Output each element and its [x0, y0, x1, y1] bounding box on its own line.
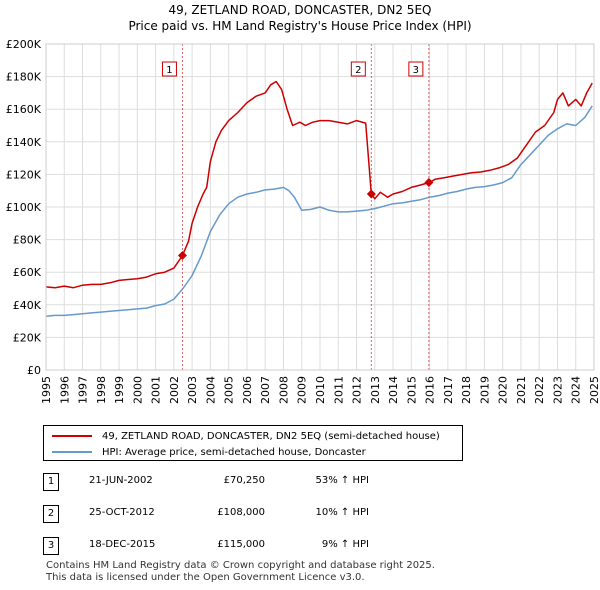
x-tick-labels: 1995 1996 1997 1998 1999 2000 2001 2002 2003 2004…	[40, 376, 600, 404]
sale-row: 3 18-DEC-2015 £115,000 9% ↑ HPI	[43, 537, 463, 557]
x-tick-label: 2018	[460, 376, 473, 404]
legend-swatch-property	[52, 435, 92, 437]
footer-line-2: This data is licensed under the Open Gov…	[46, 572, 365, 583]
sale-price: £70,250	[223, 475, 265, 486]
sale-number-badge: 1	[43, 473, 59, 491]
y-tick-label: £180K	[6, 71, 42, 84]
sale-number-badge: 2	[43, 505, 59, 523]
x-tick-label: 2021	[515, 376, 528, 404]
legend-item-property: 49, ZETLAND ROAD, DONCASTER, DN2 5EQ (se…	[52, 428, 440, 444]
x-tick-label: 2017	[442, 376, 455, 404]
sale-hpi-change: 53% ↑ HPI	[315, 475, 369, 486]
x-tick-label: 2002	[168, 376, 181, 404]
sale-hpi-change: 10% ↑ HPI	[315, 507, 369, 518]
y-tick-label: £160K	[6, 103, 42, 116]
sale-row: 1 21-JUN-2002 £70,250 53% ↑ HPI	[43, 473, 463, 493]
x-tick-label: 2003	[186, 376, 199, 404]
y-tick-label: £120K	[6, 168, 42, 181]
x-tick-label: 2025	[588, 376, 600, 404]
hpi-line	[45, 105, 593, 317]
x-tick-label: 2007	[259, 376, 272, 404]
chart-title: 49, ZETLAND ROAD, DONCASTER, DN2 5EQ	[169, 3, 432, 17]
plot-border	[45, 43, 595, 371]
footer-attribution: Contains HM Land Registry data © Crown c…	[46, 560, 435, 584]
x-tick-label: 2024	[570, 376, 583, 404]
sale-date: 18-DEC-2015	[89, 539, 156, 550]
sale-marker	[177, 250, 187, 260]
price-chart: 49, ZETLAND ROAD, DONCASTER, DN2 5EQ Pri…	[6, 3, 600, 404]
legend: 49, ZETLAND ROAD, DONCASTER, DN2 5EQ (se…	[43, 425, 463, 461]
x-tick-label: 2015	[405, 376, 418, 404]
footer-line-1: Contains HM Land Registry data © Crown c…	[46, 560, 435, 571]
y-tick-labels: £0 £20K £40K £60K £80K £100K £120K £140K £160K £1…	[6, 38, 42, 377]
x-tick-label: 2023	[551, 376, 564, 404]
sale-marker	[366, 189, 376, 199]
x-tick-label: 1997	[77, 376, 90, 404]
sale-price: £115,000	[217, 539, 265, 550]
sale-marker-label: 2	[355, 65, 361, 76]
x-tick-label: 2022	[533, 376, 546, 404]
property-line	[45, 80, 593, 289]
sale-hpi-change: 9% ↑ HPI	[321, 539, 369, 550]
x-tick-label: 2019	[478, 376, 491, 404]
chart-subtitle: Price paid vs. HM Land Registry's House …	[128, 19, 471, 33]
x-tick-label: 2020	[497, 376, 510, 404]
sale-markers: 1 2 3	[161, 61, 434, 260]
y-tick-label: £0	[27, 364, 41, 377]
y-tick-label: £80K	[13, 234, 42, 247]
x-tick-label: 2001	[150, 376, 163, 404]
x-tick-label: 2000	[131, 376, 144, 404]
legend-label-hpi: HPI: Average price, semi-detached house,…	[102, 446, 366, 458]
y-tick-label: £40K	[13, 299, 42, 312]
x-tick-label: 2008	[277, 376, 290, 404]
sale-marker-label: 3	[413, 65, 419, 76]
x-tick-label: 2010	[314, 376, 327, 404]
x-tick-label: 2014	[387, 376, 400, 404]
sale-row: 2 25-OCT-2012 £108,000 10% ↑ HPI	[43, 505, 463, 525]
x-tick-label: 1999	[113, 376, 126, 404]
sale-marker-badge	[408, 61, 424, 77]
y-tick-label: £60K	[13, 266, 42, 279]
sale-marker-label: 1	[166, 65, 172, 76]
legend-label-property: 49, ZETLAND ROAD, DONCASTER, DN2 5EQ (se…	[102, 430, 440, 442]
sale-date: 21-JUN-2002	[89, 475, 153, 486]
y-tick-label: £20K	[13, 331, 42, 344]
x-tick-label: 2012	[351, 376, 364, 404]
x-tick-label: 2006	[241, 376, 254, 404]
x-tick-label: 1998	[95, 376, 108, 404]
sale-marker-badge	[350, 61, 366, 77]
sale-marker	[424, 178, 434, 188]
x-tick-label: 1996	[58, 376, 71, 404]
x-tick-label: 2013	[369, 376, 382, 404]
y-tick-label: £100K	[6, 201, 42, 214]
x-tick-label: 2016	[424, 376, 437, 404]
x-tick-label: 2005	[223, 376, 236, 404]
y-tick-label: £200K	[6, 38, 42, 51]
sale-number-badge: 3	[43, 537, 59, 555]
y-tick-label: £140K	[6, 136, 42, 149]
legend-swatch-hpi	[52, 451, 92, 453]
x-tick-label: 1995	[40, 376, 53, 404]
sale-marker-badge	[161, 61, 177, 77]
legend-item-hpi: HPI: Average price, semi-detached house,…	[52, 444, 366, 460]
x-tick-label: 2011	[332, 376, 345, 404]
sale-price: £108,000	[217, 507, 265, 518]
sale-date: 25-OCT-2012	[89, 507, 155, 518]
series-lines	[45, 80, 593, 317]
x-tick-label: 2004	[204, 376, 217, 404]
x-tick-label: 2009	[296, 376, 309, 404]
